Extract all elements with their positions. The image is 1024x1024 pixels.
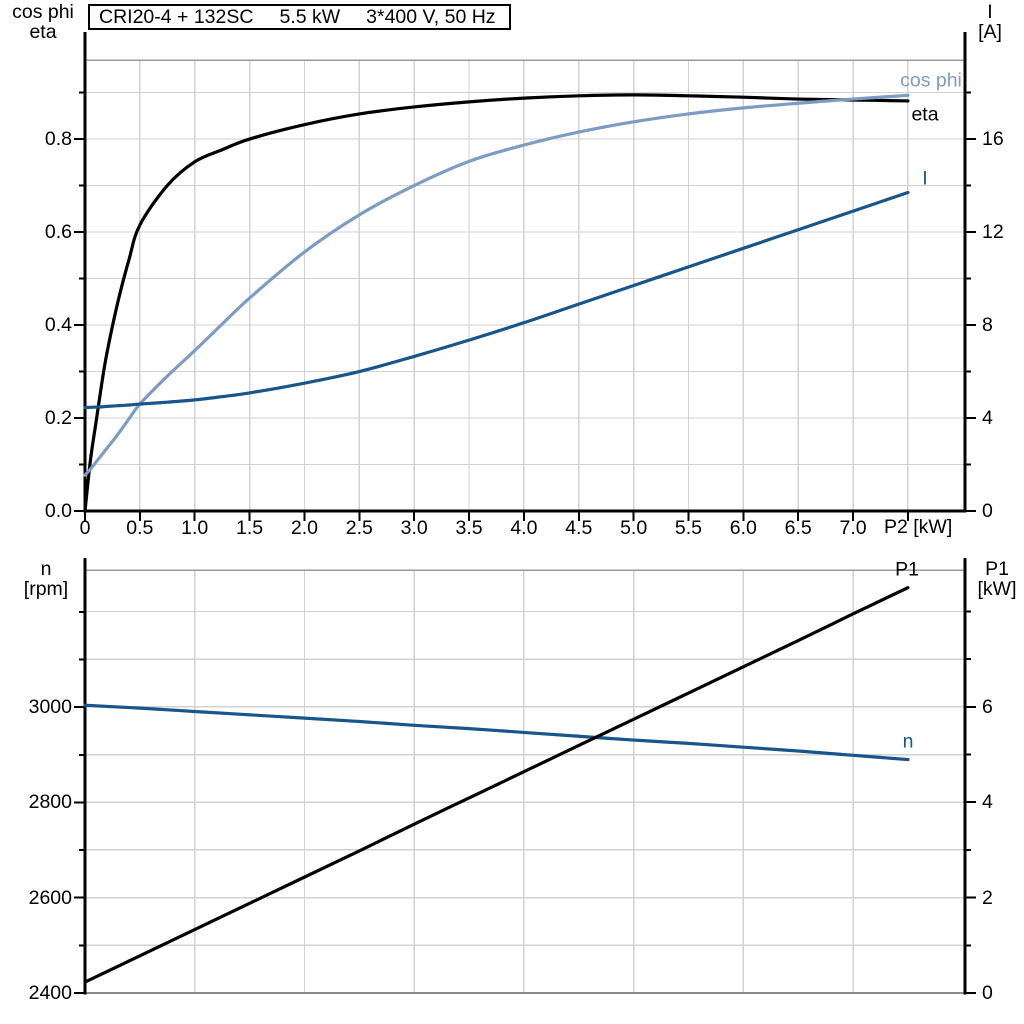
curve-I: [83, 190, 910, 410]
curve-eta: [83, 93, 910, 513]
curve-cos-phi: [83, 93, 910, 477]
curve-n: [83, 703, 910, 762]
curve-P1: [83, 586, 910, 984]
